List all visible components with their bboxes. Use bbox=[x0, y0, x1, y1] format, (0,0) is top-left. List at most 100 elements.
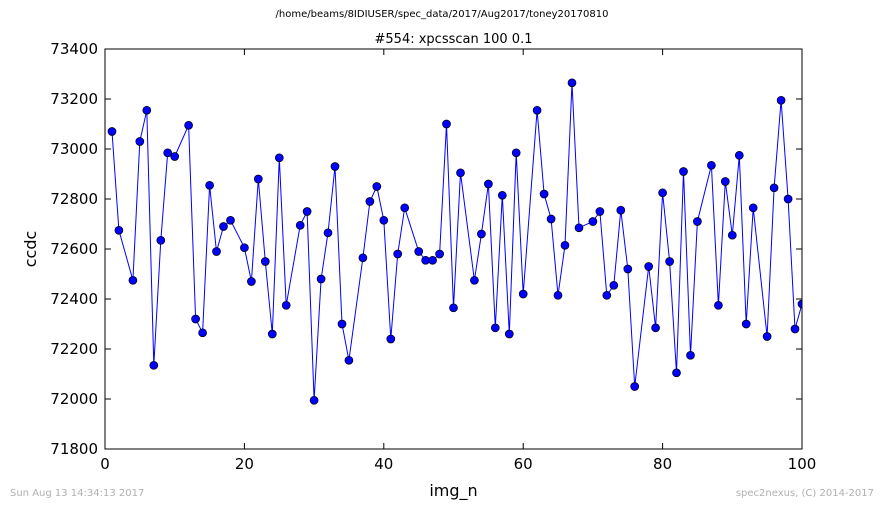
data-point bbox=[267, 329, 277, 339]
data-point bbox=[560, 240, 570, 250]
data-point bbox=[762, 332, 772, 341]
data-point bbox=[358, 253, 368, 263]
figure-suptitle: /home/beams/8IDIUSER/spec_data/2017/Aug2… bbox=[275, 9, 609, 20]
y-tick-label: 72000 bbox=[50, 390, 98, 408]
y-tick-label: 72200 bbox=[50, 340, 98, 358]
data-point bbox=[435, 249, 444, 259]
data-point bbox=[714, 300, 723, 310]
data-point bbox=[790, 324, 800, 334]
y-tick-label: 73000 bbox=[50, 140, 98, 158]
data-point bbox=[602, 290, 612, 300]
data-point bbox=[553, 290, 563, 300]
footer-timestamp: Sun Aug 13 14:34:13 2017 bbox=[10, 488, 145, 499]
data-point bbox=[442, 119, 451, 129]
data-point bbox=[344, 355, 354, 365]
y-tick-label: 72400 bbox=[50, 290, 98, 308]
data-point bbox=[400, 203, 410, 213]
data-point bbox=[253, 174, 263, 184]
data-point bbox=[686, 350, 695, 360]
data-point bbox=[156, 235, 166, 245]
data-point bbox=[484, 179, 493, 189]
data-point bbox=[797, 299, 802, 309]
plot-frame bbox=[104, 48, 803, 450]
data-point bbox=[226, 215, 235, 225]
footer-credit: spec2nexus, (C) 2014-2017 bbox=[735, 488, 874, 499]
data-point bbox=[149, 360, 159, 370]
x-tick-label: 0 bbox=[100, 455, 110, 473]
data-point bbox=[184, 120, 193, 130]
data-point bbox=[546, 214, 556, 224]
data-point bbox=[260, 257, 270, 266]
data-point bbox=[456, 168, 465, 178]
x-tick-label: 40 bbox=[374, 455, 393, 473]
data-point bbox=[323, 228, 333, 238]
data-point bbox=[574, 223, 584, 233]
y-tick-label: 73200 bbox=[50, 90, 98, 108]
y-tick-label: 71800 bbox=[50, 440, 98, 458]
series-line bbox=[111, 82, 802, 401]
x-tick-label: 60 bbox=[514, 455, 533, 473]
data-point bbox=[693, 217, 702, 226]
data-point bbox=[295, 220, 305, 230]
data-point bbox=[776, 95, 786, 105]
data-point bbox=[748, 203, 758, 213]
data-point bbox=[477, 229, 486, 239]
x-axis-label: img_n bbox=[429, 481, 477, 501]
data-point bbox=[741, 319, 751, 329]
y-axis-label: ccdc bbox=[21, 231, 40, 268]
data-point bbox=[644, 262, 654, 271]
data-point bbox=[379, 215, 389, 225]
data-point bbox=[337, 319, 347, 329]
data-point bbox=[170, 152, 180, 161]
data-point bbox=[330, 162, 340, 171]
data-point bbox=[727, 230, 737, 240]
y-tick-label: 72800 bbox=[50, 190, 98, 208]
data-point bbox=[142, 105, 152, 115]
data-point bbox=[107, 127, 117, 136]
data-point bbox=[212, 247, 221, 256]
data-point bbox=[490, 323, 500, 333]
data-point bbox=[316, 274, 326, 284]
data-point bbox=[707, 160, 716, 170]
data-point bbox=[128, 275, 138, 285]
data-point bbox=[567, 78, 577, 88]
data-point bbox=[414, 247, 424, 256]
data-point bbox=[163, 148, 173, 158]
data-point bbox=[274, 153, 284, 163]
data-point bbox=[672, 368, 681, 378]
x-tick-label: 80 bbox=[653, 455, 672, 473]
data-point bbox=[365, 197, 375, 206]
data-point bbox=[205, 180, 214, 190]
data-point bbox=[386, 334, 396, 344]
data-point bbox=[720, 177, 730, 186]
data-point bbox=[240, 243, 249, 253]
data-point bbox=[539, 189, 549, 199]
y-tick-label: 72600 bbox=[50, 240, 98, 258]
data-point bbox=[309, 395, 319, 405]
data-point bbox=[532, 105, 542, 115]
data-point bbox=[734, 150, 744, 160]
data-point bbox=[302, 207, 312, 216]
data-point bbox=[393, 249, 403, 259]
data-point bbox=[665, 257, 674, 266]
data-point bbox=[769, 183, 779, 193]
data-point bbox=[518, 289, 528, 299]
data-point bbox=[135, 137, 145, 146]
data-point bbox=[219, 222, 228, 231]
data-point bbox=[658, 188, 667, 198]
data-point bbox=[497, 190, 507, 200]
data-point bbox=[372, 182, 382, 191]
data-point bbox=[595, 207, 605, 216]
data-point bbox=[679, 167, 688, 176]
data-point bbox=[281, 300, 291, 310]
data-point bbox=[616, 205, 626, 215]
data-point bbox=[449, 303, 458, 313]
data-point bbox=[504, 329, 514, 339]
data-point bbox=[651, 323, 660, 333]
data-point bbox=[783, 194, 793, 204]
data-point bbox=[247, 277, 256, 286]
data-point bbox=[623, 264, 633, 274]
data-point bbox=[470, 275, 479, 285]
data-point bbox=[191, 314, 200, 324]
